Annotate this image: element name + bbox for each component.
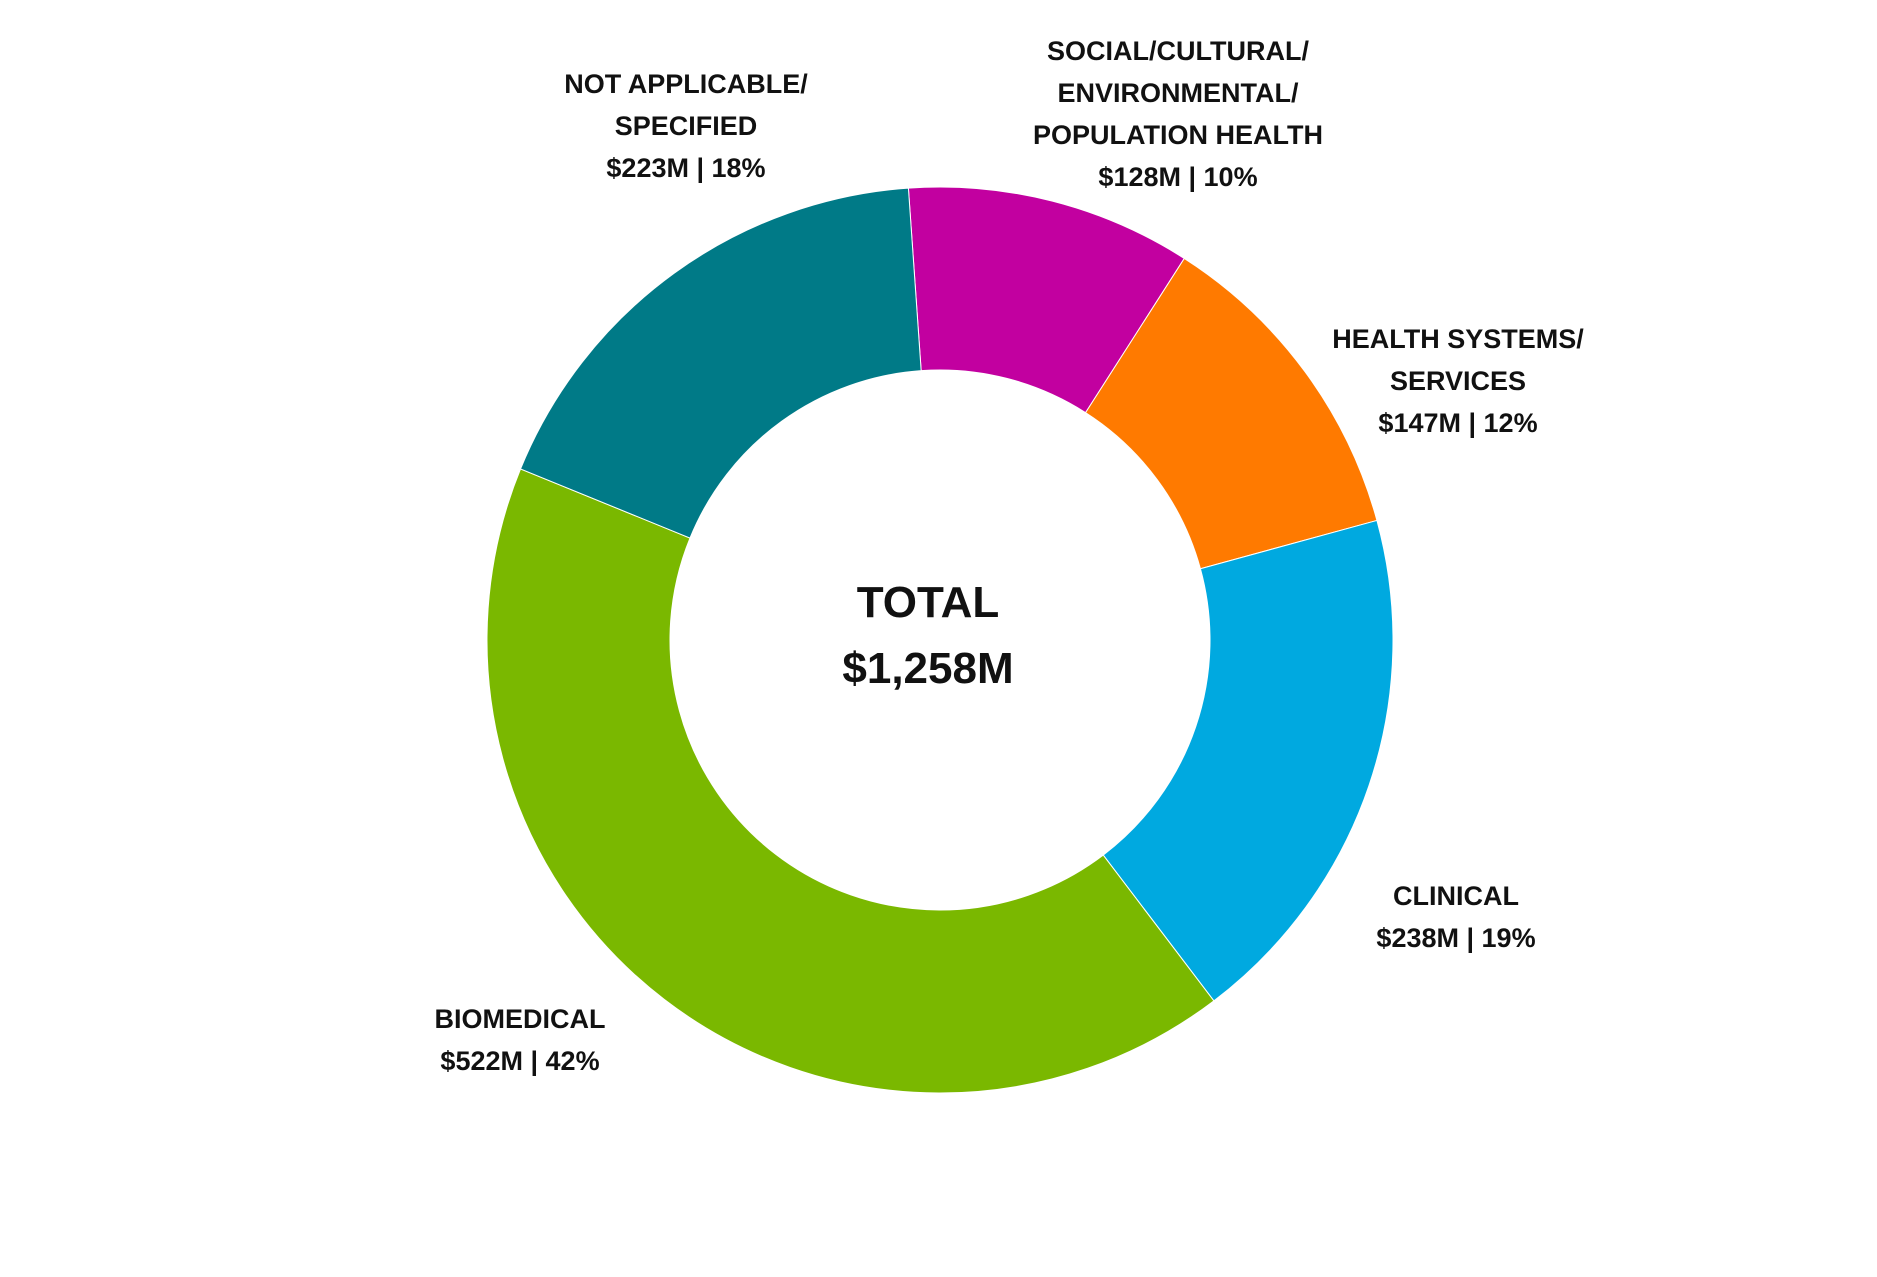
- label-not-applicable: NOT APPLICABLE/SPECIFIED $223M | 18%: [564, 63, 808, 189]
- slice-clinical: [1102, 519, 1394, 1002]
- label-biomedical-name-line: BIOMEDICAL: [434, 1004, 606, 1034]
- label-biomedical: BIOMEDICAL $522M | 42%: [435, 998, 606, 1082]
- label-health-systems-name-line: SERVICES: [1389, 366, 1527, 396]
- label-social: SOCIAL/CULTURAL/ENVIRONMENTAL/POPULATION…: [1033, 30, 1323, 198]
- label-clinical: CLINICAL $238M | 19%: [1376, 875, 1535, 959]
- label-health-systems-value: $147M | 12%: [1378, 408, 1538, 438]
- label-social-value: $128M | 10%: [1098, 162, 1258, 192]
- label-clinical-value: $238M | 19%: [1376, 923, 1536, 953]
- label-biomedical-value: $522M | 42%: [440, 1046, 600, 1076]
- label-health-systems: HEALTH SYSTEMS/SERVICES $147M | 12%: [1332, 318, 1584, 444]
- label-social-name-line: POPULATION HEALTH: [1033, 120, 1323, 150]
- label-social-name-line: ENVIRONMENTAL/: [1057, 78, 1299, 108]
- center-title: TOTAL: [856, 578, 1000, 627]
- slice-group: [486, 186, 1394, 1094]
- label-not-applicable-value: $223M | 18%: [606, 153, 766, 183]
- label-social-name-line: SOCIAL/CULTURAL/: [1047, 36, 1309, 66]
- center-value: $1,258M: [842, 644, 1014, 693]
- label-not-applicable-name-line: NOT APPLICABLE/: [564, 69, 808, 99]
- slice-biomedical: [486, 468, 1215, 1094]
- label-health-systems-name-line: HEALTH SYSTEMS/: [1332, 324, 1584, 354]
- center-total-label: TOTAL $1,258M: [842, 572, 1013, 704]
- label-clinical-name-line: CLINICAL: [1393, 881, 1519, 911]
- slice-not-applicable: [519, 187, 922, 539]
- label-not-applicable-name-line: SPECIFIED: [614, 111, 758, 141]
